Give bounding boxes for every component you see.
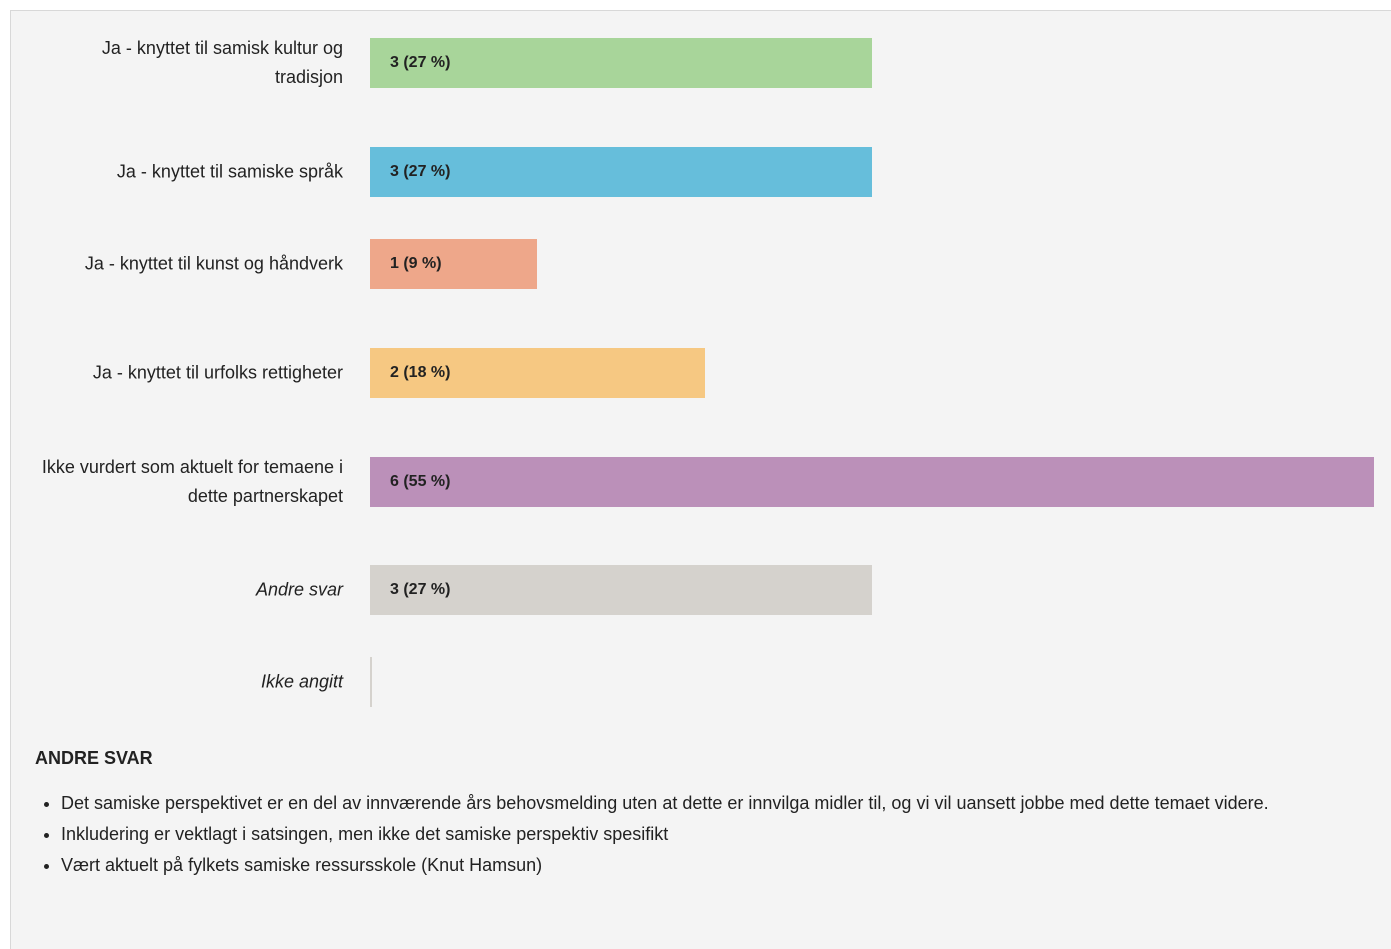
category-label: Ikke vurdert som aktuelt for temaene i d… <box>11 453 343 511</box>
category-label: Ikke angitt <box>11 668 343 697</box>
category-label: Ja - knyttet til samiske språk <box>11 158 343 187</box>
answer: Inkludering er vektlagt i satsingen, men… <box>61 823 1381 846</box>
value-label: 3 (27 %) <box>390 581 451 598</box>
value-label: 3 (27 %) <box>390 54 451 71</box>
value-label: 2 (18 %) <box>390 364 451 381</box>
category-text: Ja - knyttet til samiske språk <box>116 161 343 182</box>
value-label: 1 (9 %) <box>390 255 442 272</box>
bar <box>370 565 872 615</box>
answer: Vært aktuelt på fylkets samiske ressurss… <box>61 854 1381 877</box>
bar <box>370 147 872 197</box>
category-text: Ja - knyttet til urfolks rettigheter <box>92 362 343 383</box>
bar <box>370 457 1374 507</box>
category-text: Ikke vurdert som aktuelt for temaene i d… <box>41 457 343 506</box>
category-label: Andre svar <box>11 576 343 605</box>
answer: Det samiske perspektivet er en del av in… <box>61 792 1381 815</box>
category-label: Ja - knyttet til kunst og håndverk <box>11 250 343 279</box>
category-label: Ja - knyttet til urfolks rettigheter <box>11 359 343 388</box>
value-label: 3 (27 %) <box>390 163 451 180</box>
category-label: Ja - knyttet til samisk kultur og tradis… <box>11 34 343 92</box>
bar <box>370 657 372 707</box>
bar <box>370 348 705 398</box>
category-text: Ikke angitt <box>260 671 343 692</box>
bar <box>370 239 538 289</box>
answer-list: Det samiske perspektivet er en del av in… <box>35 792 1381 885</box>
section-title: ANDRE SVAR <box>35 748 153 768</box>
value-label: 6 (55 %) <box>390 473 451 490</box>
category-text: Ja - knyttet til kunst og håndverk <box>84 253 343 274</box>
category-text: Andre svar <box>255 579 343 600</box>
category-text: Ja - knyttet til samisk kultur og tradis… <box>101 38 343 87</box>
panel: ANDRE SVAR Det samiske perspektivet er e… <box>10 10 1391 949</box>
bar <box>370 38 872 88</box>
